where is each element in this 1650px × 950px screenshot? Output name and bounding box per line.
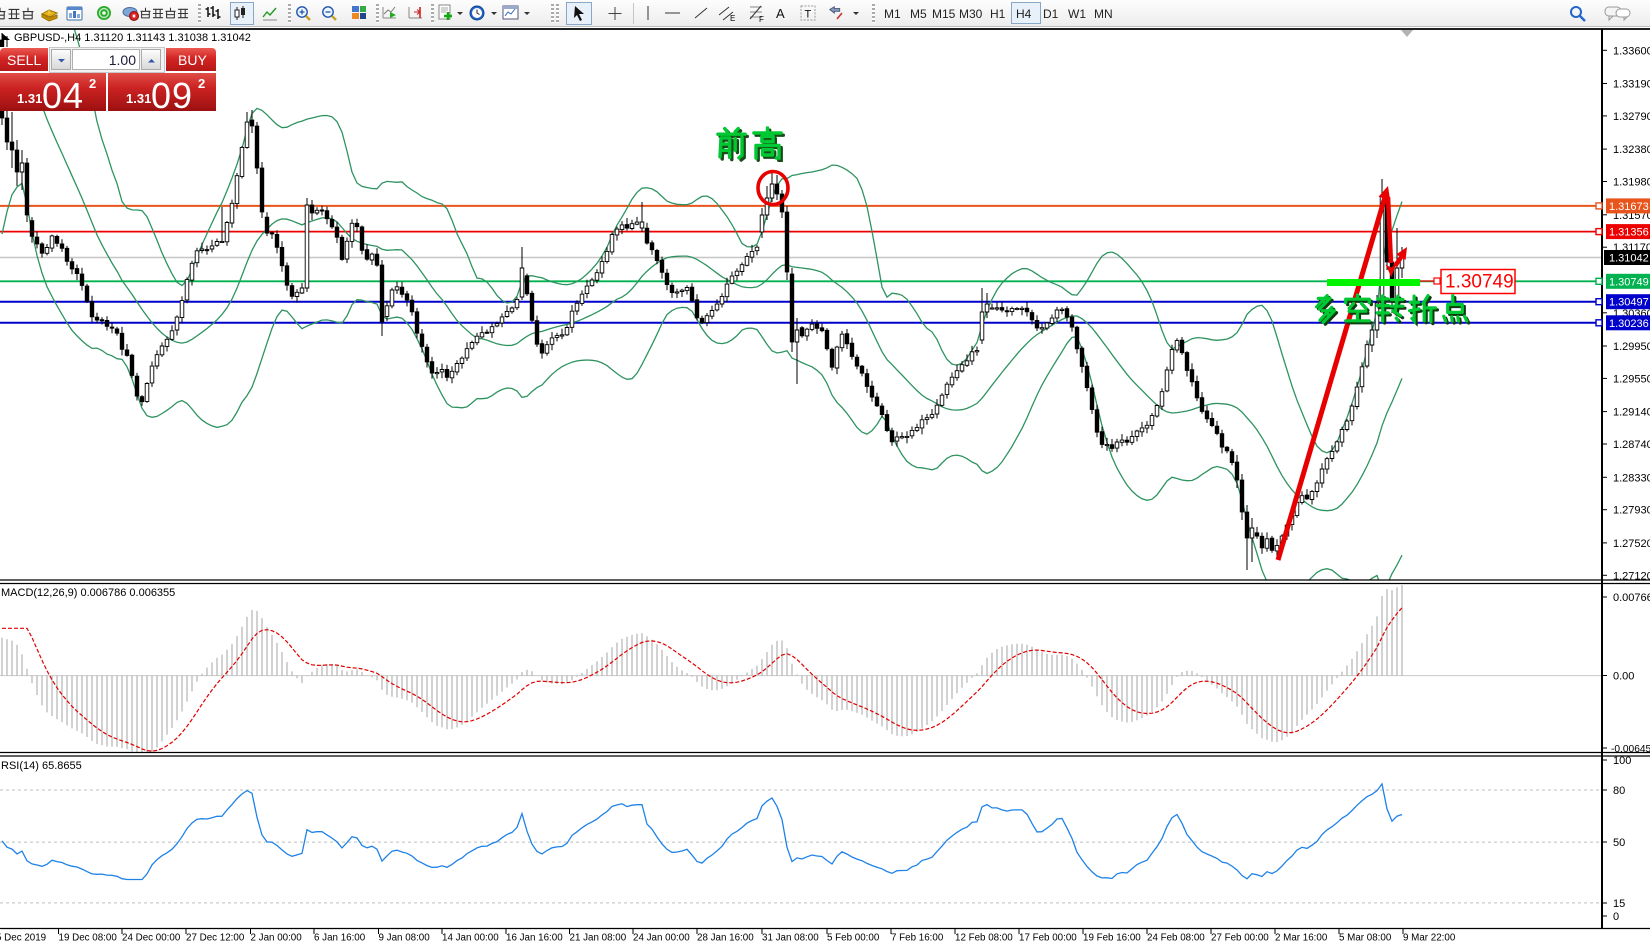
- svg-text:MACD(12,26,9) 0.006786 0.00635: MACD(12,26,9) 0.006786 0.006355: [1, 587, 175, 599]
- svg-text:1.32790: 1.32790: [1613, 111, 1650, 123]
- svg-text:F: F: [759, 15, 764, 23]
- svg-text:2 Mar 16:00: 2 Mar 16:00: [1275, 933, 1328, 944]
- svg-text:1.27120: 1.27120: [1613, 570, 1650, 582]
- svg-text:5 Feb 00:00: 5 Feb 00:00: [827, 933, 880, 944]
- svg-text:1.31042: 1.31042: [1609, 253, 1649, 265]
- svg-text:1.30497: 1.30497: [1609, 297, 1649, 309]
- svg-text:100: 100: [1613, 755, 1631, 767]
- svg-text:GBPUSD-,H4 1.31120 1.31143 1.: GBPUSD-,H4 1.31120 1.31143 1.31038 1.310…: [14, 32, 251, 44]
- svg-text:1.30749: 1.30749: [1609, 276, 1649, 288]
- svg-text:16 Jan 16:00: 16 Jan 16:00: [506, 933, 563, 944]
- svg-text:31 Jan 08:00: 31 Jan 08:00: [762, 933, 819, 944]
- svg-text:0.00: 0.00: [1613, 671, 1634, 683]
- svg-text:1.27520: 1.27520: [1613, 538, 1650, 550]
- svg-text:RSI(14) 65.8655: RSI(14) 65.8655: [1, 760, 82, 772]
- svg-text:1.30236: 1.30236: [1609, 318, 1649, 330]
- svg-text:9 Jan 08:00: 9 Jan 08:00: [379, 933, 431, 944]
- svg-text:1.28330: 1.28330: [1613, 472, 1650, 484]
- svg-text:6 Jan 16:00: 6 Jan 16:00: [314, 933, 366, 944]
- svg-text:5 Mar 08:00: 5 Mar 08:00: [1339, 933, 1392, 944]
- svg-text:28 Jan 16:00: 28 Jan 16:00: [697, 933, 754, 944]
- svg-text:17 Feb 00:00: 17 Feb 00:00: [1019, 933, 1077, 944]
- svg-text:27 Dec 12:00: 27 Dec 12:00: [186, 933, 245, 944]
- svg-text:1.30749: 1.30749: [1445, 272, 1514, 293]
- svg-text:19 Feb 16:00: 19 Feb 16:00: [1083, 933, 1141, 944]
- svg-text:50: 50: [1613, 837, 1625, 849]
- svg-text:27 Feb 00:00: 27 Feb 00:00: [1211, 933, 1269, 944]
- svg-text:1.31356: 1.31356: [1609, 227, 1649, 239]
- svg-text:0: 0: [1613, 911, 1619, 923]
- svg-text:1.32380: 1.32380: [1613, 144, 1650, 156]
- svg-text:5 Dec 2019: 5 Dec 2019: [0, 933, 46, 944]
- svg-text:1.31673: 1.31673: [1609, 201, 1649, 213]
- svg-text:12 Feb 08:00: 12 Feb 08:00: [955, 933, 1013, 944]
- svg-text:1.33190: 1.33190: [1613, 79, 1650, 91]
- svg-text:2 Jan 00:00: 2 Jan 00:00: [251, 933, 303, 944]
- svg-text:1.29140: 1.29140: [1613, 407, 1650, 419]
- svg-text:21 Jan 08:00: 21 Jan 08:00: [570, 933, 627, 944]
- svg-text:-0.006452: -0.006452: [1611, 744, 1650, 755]
- svg-text:15: 15: [1613, 898, 1625, 910]
- svg-text:9 Mar 22:00: 9 Mar 22:00: [1403, 933, 1456, 944]
- svg-text:14 Jan 00:00: 14 Jan 00:00: [442, 933, 499, 944]
- svg-text:80: 80: [1613, 785, 1625, 797]
- svg-text:1.27930: 1.27930: [1613, 505, 1650, 517]
- svg-text:24 Jan 00:00: 24 Jan 00:00: [633, 933, 690, 944]
- svg-text:E: E: [730, 14, 735, 23]
- svg-text:1.33600: 1.33600: [1613, 45, 1650, 57]
- svg-text:1.28740: 1.28740: [1613, 439, 1650, 451]
- svg-text:1.29950: 1.29950: [1613, 341, 1650, 353]
- svg-text:19 Dec 08:00: 19 Dec 08:00: [59, 933, 118, 944]
- svg-text:7 Feb 16:00: 7 Feb 16:00: [891, 933, 944, 944]
- svg-text:1.31980: 1.31980: [1613, 177, 1650, 189]
- svg-text:1.29550: 1.29550: [1613, 373, 1650, 385]
- svg-text:24 Dec 00:00: 24 Dec 00:00: [122, 933, 181, 944]
- svg-text:0.00766: 0.00766: [1613, 592, 1650, 604]
- svg-text:T: T: [805, 9, 812, 21]
- svg-text:24 Feb 08:00: 24 Feb 08:00: [1147, 933, 1205, 944]
